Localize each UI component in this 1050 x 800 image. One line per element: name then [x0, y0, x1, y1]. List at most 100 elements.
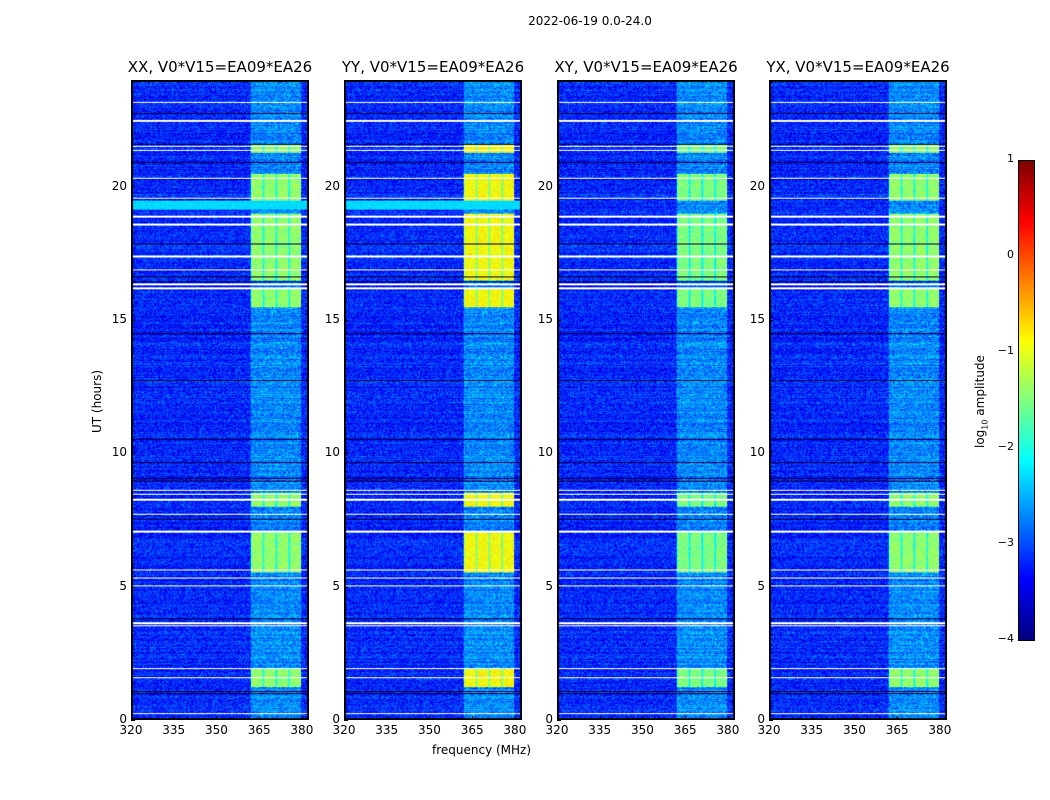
y-tick: [131, 586, 135, 588]
x-tick-label: 365: [885, 723, 909, 737]
colorbar-label: log10 amplitude: [973, 355, 990, 448]
y-tick-label: 0: [119, 712, 127, 726]
y-tick-label: 10: [749, 445, 765, 460]
x-tick: [854, 716, 856, 720]
x-tick: [939, 716, 941, 720]
y-tick: [769, 720, 773, 721]
x-tick-label: 320: [119, 723, 143, 737]
panel-title: XX, V0*V15=EA09*EA26: [127, 58, 313, 76]
y-tick: [131, 186, 135, 188]
colorbar-tick-label: −4: [997, 632, 1014, 645]
y-tick: [131, 720, 135, 721]
colorbar: [1018, 160, 1035, 641]
x-tick-label: 380: [928, 723, 952, 737]
x-tick: [811, 716, 813, 720]
y-tick: [344, 586, 348, 588]
y-tick-label: 0: [332, 712, 340, 726]
x-tick-label: 320: [545, 723, 569, 737]
x-tick-label: 320: [332, 723, 356, 737]
x-tick: [727, 716, 729, 720]
y-tick-label: 20: [111, 178, 127, 193]
colorbar-tick-label: 0: [1007, 248, 1014, 261]
heatmap-panel: [344, 80, 522, 720]
y-tick: [557, 586, 561, 588]
y-tick: [344, 453, 348, 455]
x-axis-label: frequency (MHz): [432, 743, 532, 757]
y-tick-label: 15: [324, 312, 340, 326]
panel-title: XY, V0*V15=EA09*EA26: [554, 58, 738, 76]
y-tick-label: 0: [757, 712, 765, 726]
x-tick: [642, 716, 644, 720]
x-tick: [897, 716, 899, 720]
x-tick: [429, 716, 431, 720]
x-tick: [259, 716, 261, 720]
y-tick-label: 5: [332, 578, 340, 593]
x-tick-label: 365: [247, 723, 271, 737]
heatmap-panel: [557, 80, 735, 720]
y-tick-label: 20: [749, 178, 765, 193]
y-tick: [557, 186, 561, 188]
y-tick-label: 15: [749, 312, 765, 326]
y-tick: [131, 453, 135, 455]
y-tick: [557, 320, 561, 321]
y-tick-label: 10: [324, 445, 340, 460]
y-tick-label: 20: [324, 178, 340, 193]
y-tick: [344, 320, 348, 321]
y-tick: [131, 320, 135, 321]
x-tick-label: 320: [757, 723, 781, 737]
x-tick: [131, 716, 132, 720]
x-tick: [557, 716, 558, 720]
y-tick: [769, 320, 773, 321]
y-tick: [344, 186, 348, 188]
y-tick-label: 10: [537, 445, 553, 460]
panel-title: YX, V0*V15=EA09*EA26: [766, 58, 950, 76]
y-tick-label: 5: [757, 578, 765, 593]
y-tick-label: 0: [545, 712, 553, 726]
x-tick-label: 350: [630, 723, 654, 737]
y-tick-label: 5: [545, 578, 553, 593]
y-tick-label: 10: [111, 445, 127, 460]
figure-title: 2022-06-19 0.0-24.0: [528, 14, 652, 28]
y-tick-label: 15: [537, 312, 553, 326]
heatmap-panel: [131, 80, 309, 720]
x-tick-label: 350: [417, 723, 441, 737]
x-tick: [216, 716, 218, 720]
y-tick: [769, 586, 773, 588]
y-tick-label: 15: [111, 312, 127, 326]
x-tick-label: 380: [290, 723, 314, 737]
x-tick-label: 365: [460, 723, 484, 737]
x-tick: [344, 716, 345, 720]
x-tick: [472, 716, 474, 720]
x-tick-label: 350: [204, 723, 228, 737]
y-tick: [769, 186, 773, 188]
x-tick-label: 335: [800, 723, 824, 737]
y-tick-label: 5: [119, 578, 127, 593]
x-tick: [685, 716, 687, 720]
y-tick: [769, 453, 773, 455]
colorbar-tick-label: −3: [997, 536, 1014, 549]
x-tick-label: 380: [716, 723, 740, 737]
y-axis-label: UT (hours): [90, 369, 104, 433]
y-tick-label: 20: [537, 178, 553, 193]
y-tick: [557, 453, 561, 455]
x-tick-label: 335: [162, 723, 186, 737]
y-tick: [557, 720, 561, 721]
colorbar-tick-label: 1: [1007, 152, 1014, 165]
x-tick: [599, 716, 601, 720]
colorbar-tick-label: −2: [997, 440, 1014, 453]
colorbar-tick-label: −1: [997, 344, 1014, 357]
x-tick-label: 335: [588, 723, 612, 737]
x-tick-label: 365: [673, 723, 697, 737]
x-tick: [769, 716, 770, 720]
x-tick: [301, 716, 303, 720]
heatmap-panel: [769, 80, 947, 720]
x-tick-label: 335: [375, 723, 399, 737]
x-tick-label: 380: [503, 723, 527, 737]
x-tick-label: 350: [842, 723, 866, 737]
x-tick: [514, 716, 516, 720]
y-tick: [344, 720, 348, 721]
x-tick: [386, 716, 388, 720]
x-tick: [173, 716, 175, 720]
panel-title: YY, V0*V15=EA09*EA26: [341, 58, 525, 76]
